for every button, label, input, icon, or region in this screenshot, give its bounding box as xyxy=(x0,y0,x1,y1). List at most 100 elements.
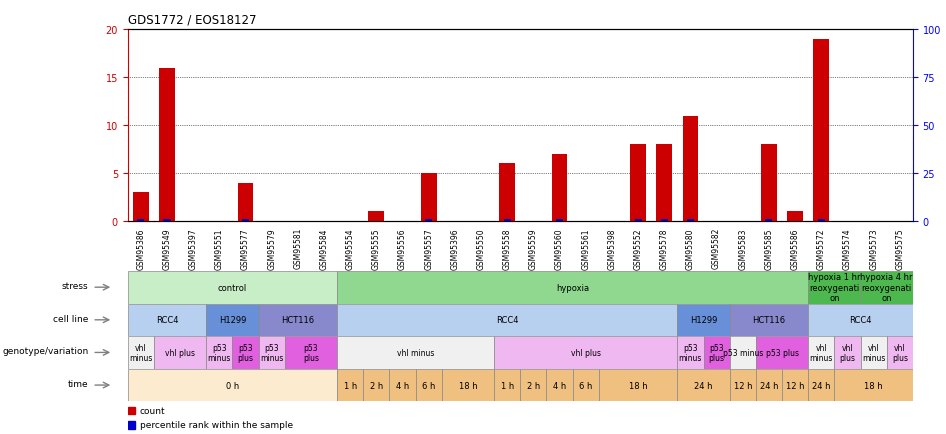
Text: p53
plus: p53 plus xyxy=(709,343,725,362)
Text: RCC4: RCC4 xyxy=(850,316,872,325)
Text: p53 minus: p53 minus xyxy=(723,348,763,357)
Text: 18 h: 18 h xyxy=(629,381,647,390)
Text: p53
minus: p53 minus xyxy=(207,343,231,362)
Bar xyxy=(242,220,249,221)
Text: vhl
plus: vhl plus xyxy=(892,343,908,362)
Bar xyxy=(233,336,258,369)
Bar xyxy=(390,369,415,401)
Bar xyxy=(128,336,154,369)
Bar xyxy=(128,421,135,429)
Bar xyxy=(556,220,563,221)
Text: cell line: cell line xyxy=(53,314,89,323)
Bar xyxy=(503,220,511,221)
Bar xyxy=(677,304,729,336)
Bar xyxy=(808,336,834,369)
Text: 1 h: 1 h xyxy=(500,381,514,390)
Text: RCC4: RCC4 xyxy=(156,316,178,325)
Bar xyxy=(128,369,337,401)
Bar xyxy=(834,369,913,401)
Text: 12 h: 12 h xyxy=(733,381,752,390)
Bar xyxy=(756,369,782,401)
Bar xyxy=(572,369,599,401)
Text: 1 h: 1 h xyxy=(343,381,357,390)
Text: 18 h: 18 h xyxy=(459,381,478,390)
Text: vhl
minus: vhl minus xyxy=(862,343,885,362)
Text: 4 h: 4 h xyxy=(395,381,410,390)
Bar xyxy=(817,220,825,221)
Text: time: time xyxy=(68,379,89,388)
Bar xyxy=(285,336,337,369)
Bar xyxy=(762,145,777,221)
Text: p53
plus: p53 plus xyxy=(303,343,319,362)
Bar xyxy=(237,183,254,221)
Bar xyxy=(133,193,149,221)
Bar xyxy=(520,369,547,401)
Bar xyxy=(337,369,363,401)
Bar xyxy=(369,212,384,221)
Bar xyxy=(494,369,520,401)
Bar xyxy=(765,220,773,221)
Bar xyxy=(657,145,672,221)
Text: HCT116: HCT116 xyxy=(752,316,785,325)
Bar xyxy=(206,304,258,336)
Bar xyxy=(834,336,861,369)
Bar xyxy=(808,369,834,401)
Text: p53
plus: p53 plus xyxy=(237,343,254,362)
Bar xyxy=(814,40,829,221)
Bar xyxy=(363,369,390,401)
Bar xyxy=(494,336,677,369)
Bar xyxy=(808,304,913,336)
Text: p53 plus: p53 plus xyxy=(765,348,798,357)
Text: control: control xyxy=(218,283,247,292)
Text: HCT116: HCT116 xyxy=(281,316,314,325)
Bar xyxy=(128,407,135,414)
Bar xyxy=(886,336,913,369)
Bar xyxy=(683,116,698,221)
Bar xyxy=(660,220,668,221)
Text: H1299: H1299 xyxy=(219,316,246,325)
Text: GDS1772 / EOS18127: GDS1772 / EOS18127 xyxy=(128,13,256,26)
Bar xyxy=(159,69,175,221)
Bar xyxy=(635,220,641,221)
Bar xyxy=(425,220,432,221)
Text: 2 h: 2 h xyxy=(527,381,540,390)
Text: H1299: H1299 xyxy=(690,316,717,325)
Bar xyxy=(164,220,170,221)
Text: percentile rank within the sample: percentile rank within the sample xyxy=(140,421,292,429)
Bar xyxy=(782,369,808,401)
Text: vhl
minus: vhl minus xyxy=(129,343,152,362)
Bar xyxy=(499,164,515,221)
Bar xyxy=(787,212,803,221)
Bar xyxy=(861,271,913,304)
Text: p53
minus: p53 minus xyxy=(678,343,702,362)
Bar xyxy=(258,336,285,369)
Text: 2 h: 2 h xyxy=(370,381,383,390)
Bar xyxy=(808,271,861,304)
Text: RCC4: RCC4 xyxy=(496,316,518,325)
Text: 4 h: 4 h xyxy=(552,381,567,390)
Text: hypoxia: hypoxia xyxy=(556,283,589,292)
Bar xyxy=(729,336,756,369)
Text: 6 h: 6 h xyxy=(579,381,592,390)
Bar xyxy=(687,220,694,221)
Bar xyxy=(677,336,704,369)
Bar xyxy=(258,304,337,336)
Text: vhl plus: vhl plus xyxy=(165,348,195,357)
Text: vhl plus: vhl plus xyxy=(570,348,601,357)
Text: p53
minus: p53 minus xyxy=(260,343,284,362)
Text: 24 h: 24 h xyxy=(694,381,712,390)
Bar xyxy=(861,336,886,369)
Bar xyxy=(599,369,677,401)
Bar xyxy=(415,369,442,401)
Text: 18 h: 18 h xyxy=(865,381,883,390)
Bar xyxy=(337,271,808,304)
Bar xyxy=(756,336,808,369)
Bar xyxy=(154,336,206,369)
Text: hypoxia 1 hr
reoxygenati
on: hypoxia 1 hr reoxygenati on xyxy=(808,273,861,302)
Bar xyxy=(729,304,808,336)
Bar xyxy=(137,220,145,221)
Text: 24 h: 24 h xyxy=(812,381,831,390)
Bar xyxy=(337,304,677,336)
Text: 24 h: 24 h xyxy=(760,381,779,390)
Bar xyxy=(704,336,729,369)
